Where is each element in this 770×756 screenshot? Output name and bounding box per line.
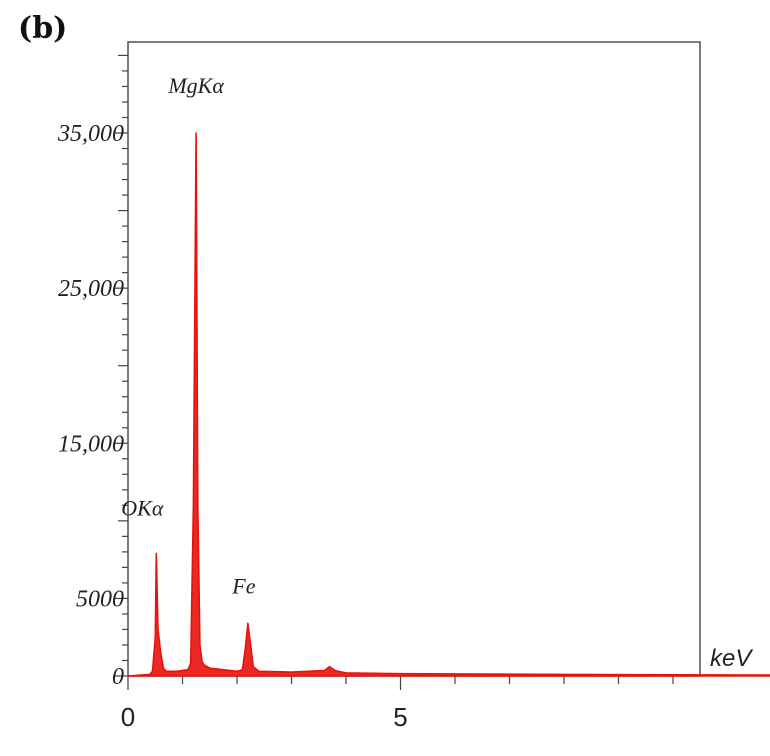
peak-label: OKα xyxy=(121,495,164,520)
spectrum-series xyxy=(127,132,770,677)
x-tick-label: 5 xyxy=(393,702,407,732)
peak-label: MgKα xyxy=(167,73,224,98)
series-layer xyxy=(127,132,770,677)
y-tick-label: 0 xyxy=(112,664,124,690)
y-tick-label: 25,000 xyxy=(58,276,124,302)
y-tick-label: 35,000 xyxy=(57,121,124,147)
x-axis: 0515 xyxy=(121,676,674,732)
y-tick-label: 5000 xyxy=(76,586,124,612)
x-axis-unit-label: keV xyxy=(710,645,753,672)
peak-label: Fe xyxy=(231,573,255,598)
plot-frame xyxy=(127,41,701,677)
y-axis: 0 5000 15,000 25,000 35,000 xyxy=(57,54,128,690)
panel-label: (b) xyxy=(18,11,67,46)
annotation-layer: MgKα OKα Fe xyxy=(121,73,255,598)
y-tick-label: 15,000 xyxy=(58,431,124,457)
x-tick-label: 0 xyxy=(121,702,135,732)
